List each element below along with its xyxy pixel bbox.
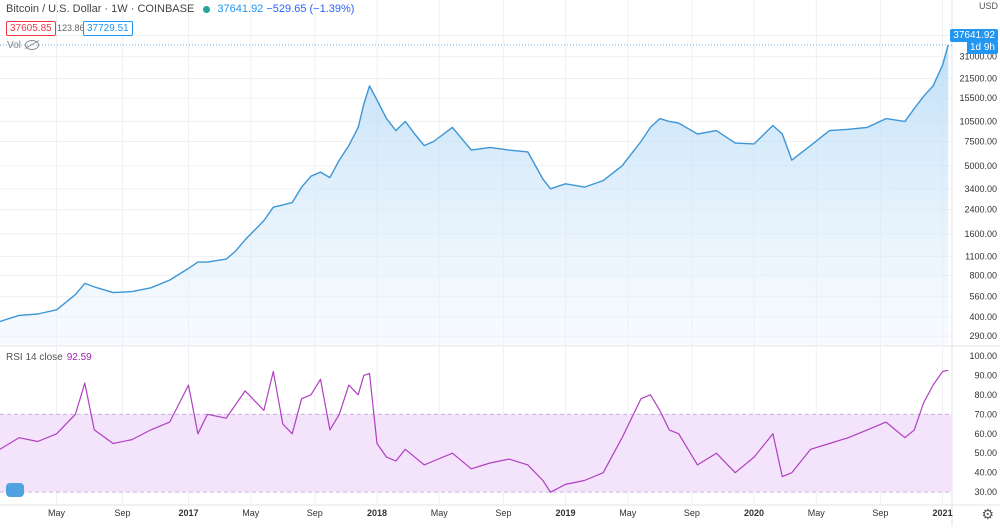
eye-hidden-icon[interactable]	[24, 40, 39, 51]
price-series-line[interactable]	[0, 44, 949, 323]
price-tick-label: 10500.00	[959, 116, 997, 126]
rsi-pane[interactable]	[0, 369, 952, 493]
symbol-name[interactable]: Bitcoin / U.S. Dollar	[6, 3, 102, 15]
time-tick-label: 2021	[933, 508, 953, 518]
symbol-header: Bitcoin / U.S. Dollar · 1W · COINBASE 37…	[6, 3, 355, 15]
rsi-band	[0, 414, 952, 493]
rsi-tick-label: 40.00	[974, 468, 997, 478]
price-tick-label: 21500.00	[959, 73, 997, 83]
rsi-tick-label: 80.00	[974, 390, 997, 400]
ask-price-box[interactable]: 37729.51	[83, 21, 133, 36]
price-tick-label: 800.00	[969, 270, 997, 280]
rsi-label: RSI 14 close	[6, 352, 63, 363]
rsi-tick-label: 70.00	[974, 409, 997, 419]
price-tick-label: 31000.00	[959, 52, 997, 62]
time-tick-label: Sep	[684, 508, 700, 518]
time-tick-label: 2020	[744, 508, 764, 518]
rsi-tick-label: 90.00	[974, 370, 997, 380]
spread-value: 123.86	[57, 23, 85, 33]
time-tick-label: May	[48, 508, 66, 518]
interval-label[interactable]: 1W	[111, 3, 128, 15]
bid-price-box[interactable]: 37605.85	[6, 21, 56, 36]
tradingview-logo-icon[interactable]	[6, 483, 24, 497]
time-tick-label: Sep	[495, 508, 511, 518]
time-tick-label: May	[808, 508, 826, 518]
rsi-tick-label: 50.00	[974, 448, 997, 458]
price-tick-label: 15500.00	[959, 93, 997, 103]
price-tick-label: 290.00	[969, 331, 997, 341]
time-tick-label: May	[431, 508, 449, 518]
time-tick-label: 2018	[367, 508, 387, 518]
rsi-value: 92.59	[66, 352, 92, 363]
rsi-tick-label: 100.00	[969, 351, 997, 361]
price-tick-label: 1600.00	[964, 229, 997, 239]
time-tick-label: Sep	[115, 508, 131, 518]
rsi-tick-label: 30.00	[974, 487, 997, 497]
time-tick-label: 2019	[556, 508, 576, 518]
time-tick-label: 2017	[178, 508, 198, 518]
rsi-tick-label: 60.00	[974, 429, 997, 439]
last-price-tag: 37641.92	[950, 29, 998, 42]
volume-toggle[interactable]: Vol	[7, 40, 39, 51]
rsi-header: RSI 14 close 92.59	[6, 352, 92, 363]
bar-countdown-tag: 1d 9h	[966, 41, 998, 54]
price-tick-label: 7500.00	[964, 137, 997, 147]
price-tick-label: 1100.00	[965, 251, 997, 261]
info-dot-icon	[203, 5, 211, 13]
last-price: 37641.92	[217, 3, 264, 15]
price-change: −529.65 (−1.39%)	[266, 3, 355, 15]
time-tick-label: May	[619, 508, 637, 518]
volume-label: Vol	[7, 40, 21, 51]
price-area-fill	[0, 45, 949, 345]
time-tick-label: Sep	[307, 508, 323, 518]
price-tick-label: 3400.00	[964, 184, 997, 194]
rsi-series-line[interactable]	[0, 369, 949, 493]
time-tick-label: Sep	[872, 508, 888, 518]
gear-icon[interactable]: ⚙	[981, 506, 994, 522]
price-tick-label: 400.00	[969, 312, 997, 322]
price-pane[interactable]	[0, 44, 952, 345]
currency-label: USD	[978, 1, 998, 11]
price-tick-label: 560.00	[969, 292, 997, 302]
time-tick-label: May	[242, 508, 260, 518]
price-tick-label: 5000.00	[964, 161, 997, 171]
price-tick-label: 2400.00	[964, 205, 997, 215]
exchange-label: COINBASE	[137, 3, 195, 15]
